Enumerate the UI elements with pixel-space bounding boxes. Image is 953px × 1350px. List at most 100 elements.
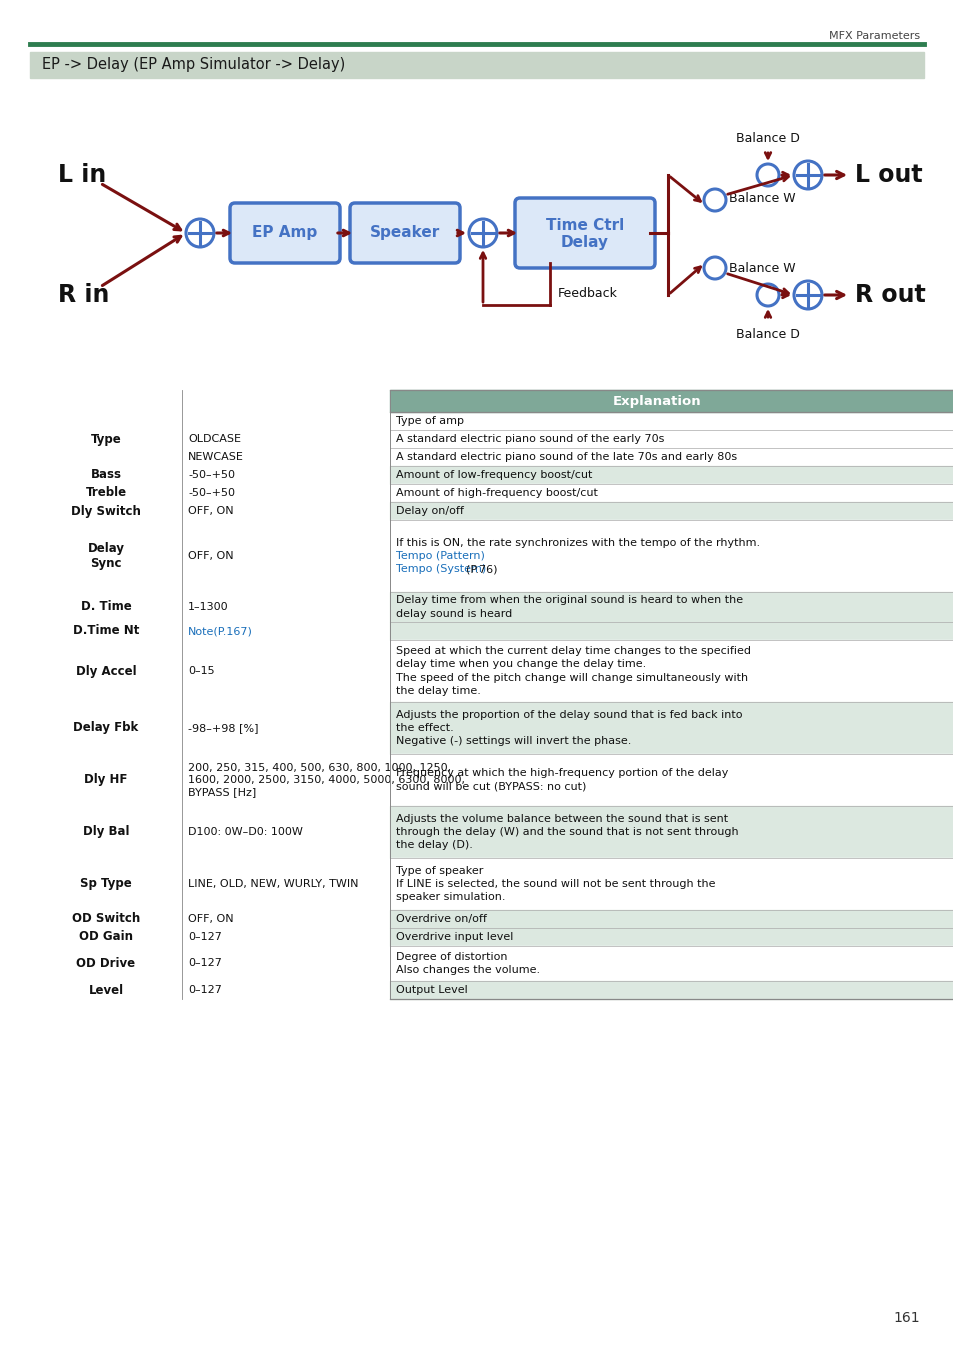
Text: D.Time Nt: D.Time Nt (72, 625, 139, 637)
FancyBboxPatch shape (350, 202, 459, 263)
Bar (390, 485, 953, 502)
Bar (390, 806, 953, 859)
Text: The speed of the pitch change will change simultaneously with: The speed of the pitch change will chang… (395, 672, 747, 683)
Bar (390, 910, 953, 927)
Text: -50–+50: -50–+50 (188, 470, 234, 481)
Circle shape (793, 281, 821, 309)
Text: Speed at which the current delay time changes to the specified: Speed at which the current delay time ch… (395, 645, 750, 656)
Bar (390, 622, 953, 640)
Circle shape (703, 189, 725, 211)
Text: Type: Type (91, 432, 121, 446)
Bar (390, 702, 953, 755)
Text: Value: Value (265, 394, 307, 408)
Bar (390, 981, 953, 999)
Text: Also changes the volume.: Also changes the volume. (395, 965, 539, 975)
Text: R in: R in (58, 284, 110, 306)
Bar (390, 755, 953, 806)
Circle shape (703, 256, 725, 279)
Text: Dly Switch: Dly Switch (71, 505, 141, 517)
FancyBboxPatch shape (515, 198, 655, 269)
Text: Adjusts the volume balance between the sound that is sent: Adjusts the volume balance between the s… (395, 814, 727, 824)
Text: Adjusts the proportion of the delay sound that is fed back into: Adjusts the proportion of the delay soun… (395, 710, 741, 720)
Text: Output Level: Output Level (395, 986, 467, 995)
Bar (390, 640, 953, 702)
Text: 200, 250, 315, 400, 500, 630, 800, 1000, 1250,
1600, 2000, 2500, 3150, 4000, 500: 200, 250, 315, 400, 500, 630, 800, 1000,… (188, 763, 464, 796)
Text: Overdrive input level: Overdrive input level (395, 931, 513, 942)
Text: Balance D: Balance D (736, 132, 800, 144)
Text: Delay on/off: Delay on/off (395, 506, 463, 516)
Bar (390, 431, 953, 448)
Text: EP Amp: EP Amp (253, 225, 317, 240)
Text: 0–127: 0–127 (188, 986, 222, 995)
Text: Treble: Treble (86, 486, 127, 500)
Text: Balance D: Balance D (736, 328, 800, 342)
Text: 0–127: 0–127 (188, 958, 222, 968)
Text: OD Drive: OD Drive (76, 957, 135, 971)
Circle shape (469, 219, 497, 247)
Text: Type of speaker: Type of speaker (395, 865, 483, 876)
Bar (30, 53, 923, 78)
Text: Tempo (Pattern): Tempo (Pattern) (395, 551, 484, 562)
Text: Tempo (System): Tempo (System) (395, 564, 486, 575)
Text: Dly Bal: Dly Bal (83, 825, 129, 838)
Text: Delay time from when the original sound is heard to when the: Delay time from when the original sound … (395, 595, 742, 605)
Text: (P.76): (P.76) (465, 564, 497, 575)
Bar (390, 520, 953, 593)
Circle shape (793, 161, 821, 189)
Text: Degree of distortion: Degree of distortion (395, 952, 507, 961)
Bar (390, 927, 953, 946)
Text: through the delay (W) and the sound that is not sent through: through the delay (W) and the sound that… (395, 828, 738, 837)
Bar (390, 502, 953, 520)
Bar (390, 859, 953, 910)
Text: Speaker: Speaker (370, 225, 439, 240)
Text: L out: L out (854, 163, 922, 188)
Text: Negative (-) settings will invert the phase.: Negative (-) settings will invert the ph… (395, 737, 631, 747)
Text: 0–127: 0–127 (188, 931, 222, 942)
Text: Overdrive on/off: Overdrive on/off (395, 914, 486, 923)
Text: the delay (D).: the delay (D). (395, 841, 473, 850)
Text: Note(P.167): Note(P.167) (188, 626, 253, 636)
Text: OD Switch: OD Switch (71, 913, 140, 926)
Bar (390, 946, 953, 981)
Text: Parameter: Parameter (67, 394, 145, 408)
Bar (390, 448, 953, 466)
Text: OFF, ON: OFF, ON (188, 914, 233, 923)
Circle shape (186, 219, 213, 247)
Bar (390, 466, 953, 485)
Text: 1–1300: 1–1300 (188, 602, 229, 612)
Text: Delay Fbk: Delay Fbk (73, 721, 138, 734)
Text: Amount of high-frequency boost/cut: Amount of high-frequency boost/cut (395, 487, 598, 498)
Text: Type of amp: Type of amp (395, 416, 463, 427)
Text: NEWCASE: NEWCASE (188, 452, 244, 462)
Text: OFF, ON: OFF, ON (188, 506, 233, 516)
Text: Dly Accel: Dly Accel (75, 664, 136, 678)
Text: A standard electric piano sound of the early 70s: A standard electric piano sound of the e… (395, 433, 663, 444)
Bar (390, 593, 953, 622)
Text: Balance W: Balance W (728, 193, 795, 205)
Text: 161: 161 (892, 1311, 919, 1324)
Text: D100: 0W–D0: 100W: D100: 0W–D0: 100W (188, 828, 302, 837)
Text: D. Time: D. Time (81, 601, 132, 613)
Text: speaker simulation.: speaker simulation. (395, 892, 505, 903)
Text: LINE, OLD, NEW, WURLY, TWIN: LINE, OLD, NEW, WURLY, TWIN (188, 879, 358, 890)
Text: Feedback: Feedback (558, 288, 618, 300)
Text: -50–+50: -50–+50 (188, 487, 234, 498)
Text: 0–15: 0–15 (188, 666, 214, 676)
Text: A standard electric piano sound of the late 70s and early 80s: A standard electric piano sound of the l… (395, 452, 737, 462)
Text: the delay time.: the delay time. (395, 686, 480, 697)
Text: Balance W: Balance W (728, 262, 795, 275)
Circle shape (757, 163, 779, 186)
Text: Delay: Delay (560, 235, 608, 251)
Text: L in: L in (58, 163, 106, 188)
Text: Delay
Sync: Delay Sync (88, 541, 125, 570)
Text: delay time when you change the delay time.: delay time when you change the delay tim… (395, 659, 645, 670)
Text: R out: R out (854, 284, 924, 306)
FancyBboxPatch shape (230, 202, 339, 263)
Text: the effect.: the effect. (395, 724, 454, 733)
Text: sound will be cut (BYPASS: no cut): sound will be cut (BYPASS: no cut) (395, 782, 586, 791)
Text: Frequency at which the high-frequency portion of the delay: Frequency at which the high-frequency po… (395, 768, 727, 778)
Text: OD Gain: OD Gain (79, 930, 132, 944)
Circle shape (757, 284, 779, 306)
Text: Amount of low-frequency boost/cut: Amount of low-frequency boost/cut (395, 470, 592, 481)
Text: Explanation: Explanation (612, 394, 700, 408)
